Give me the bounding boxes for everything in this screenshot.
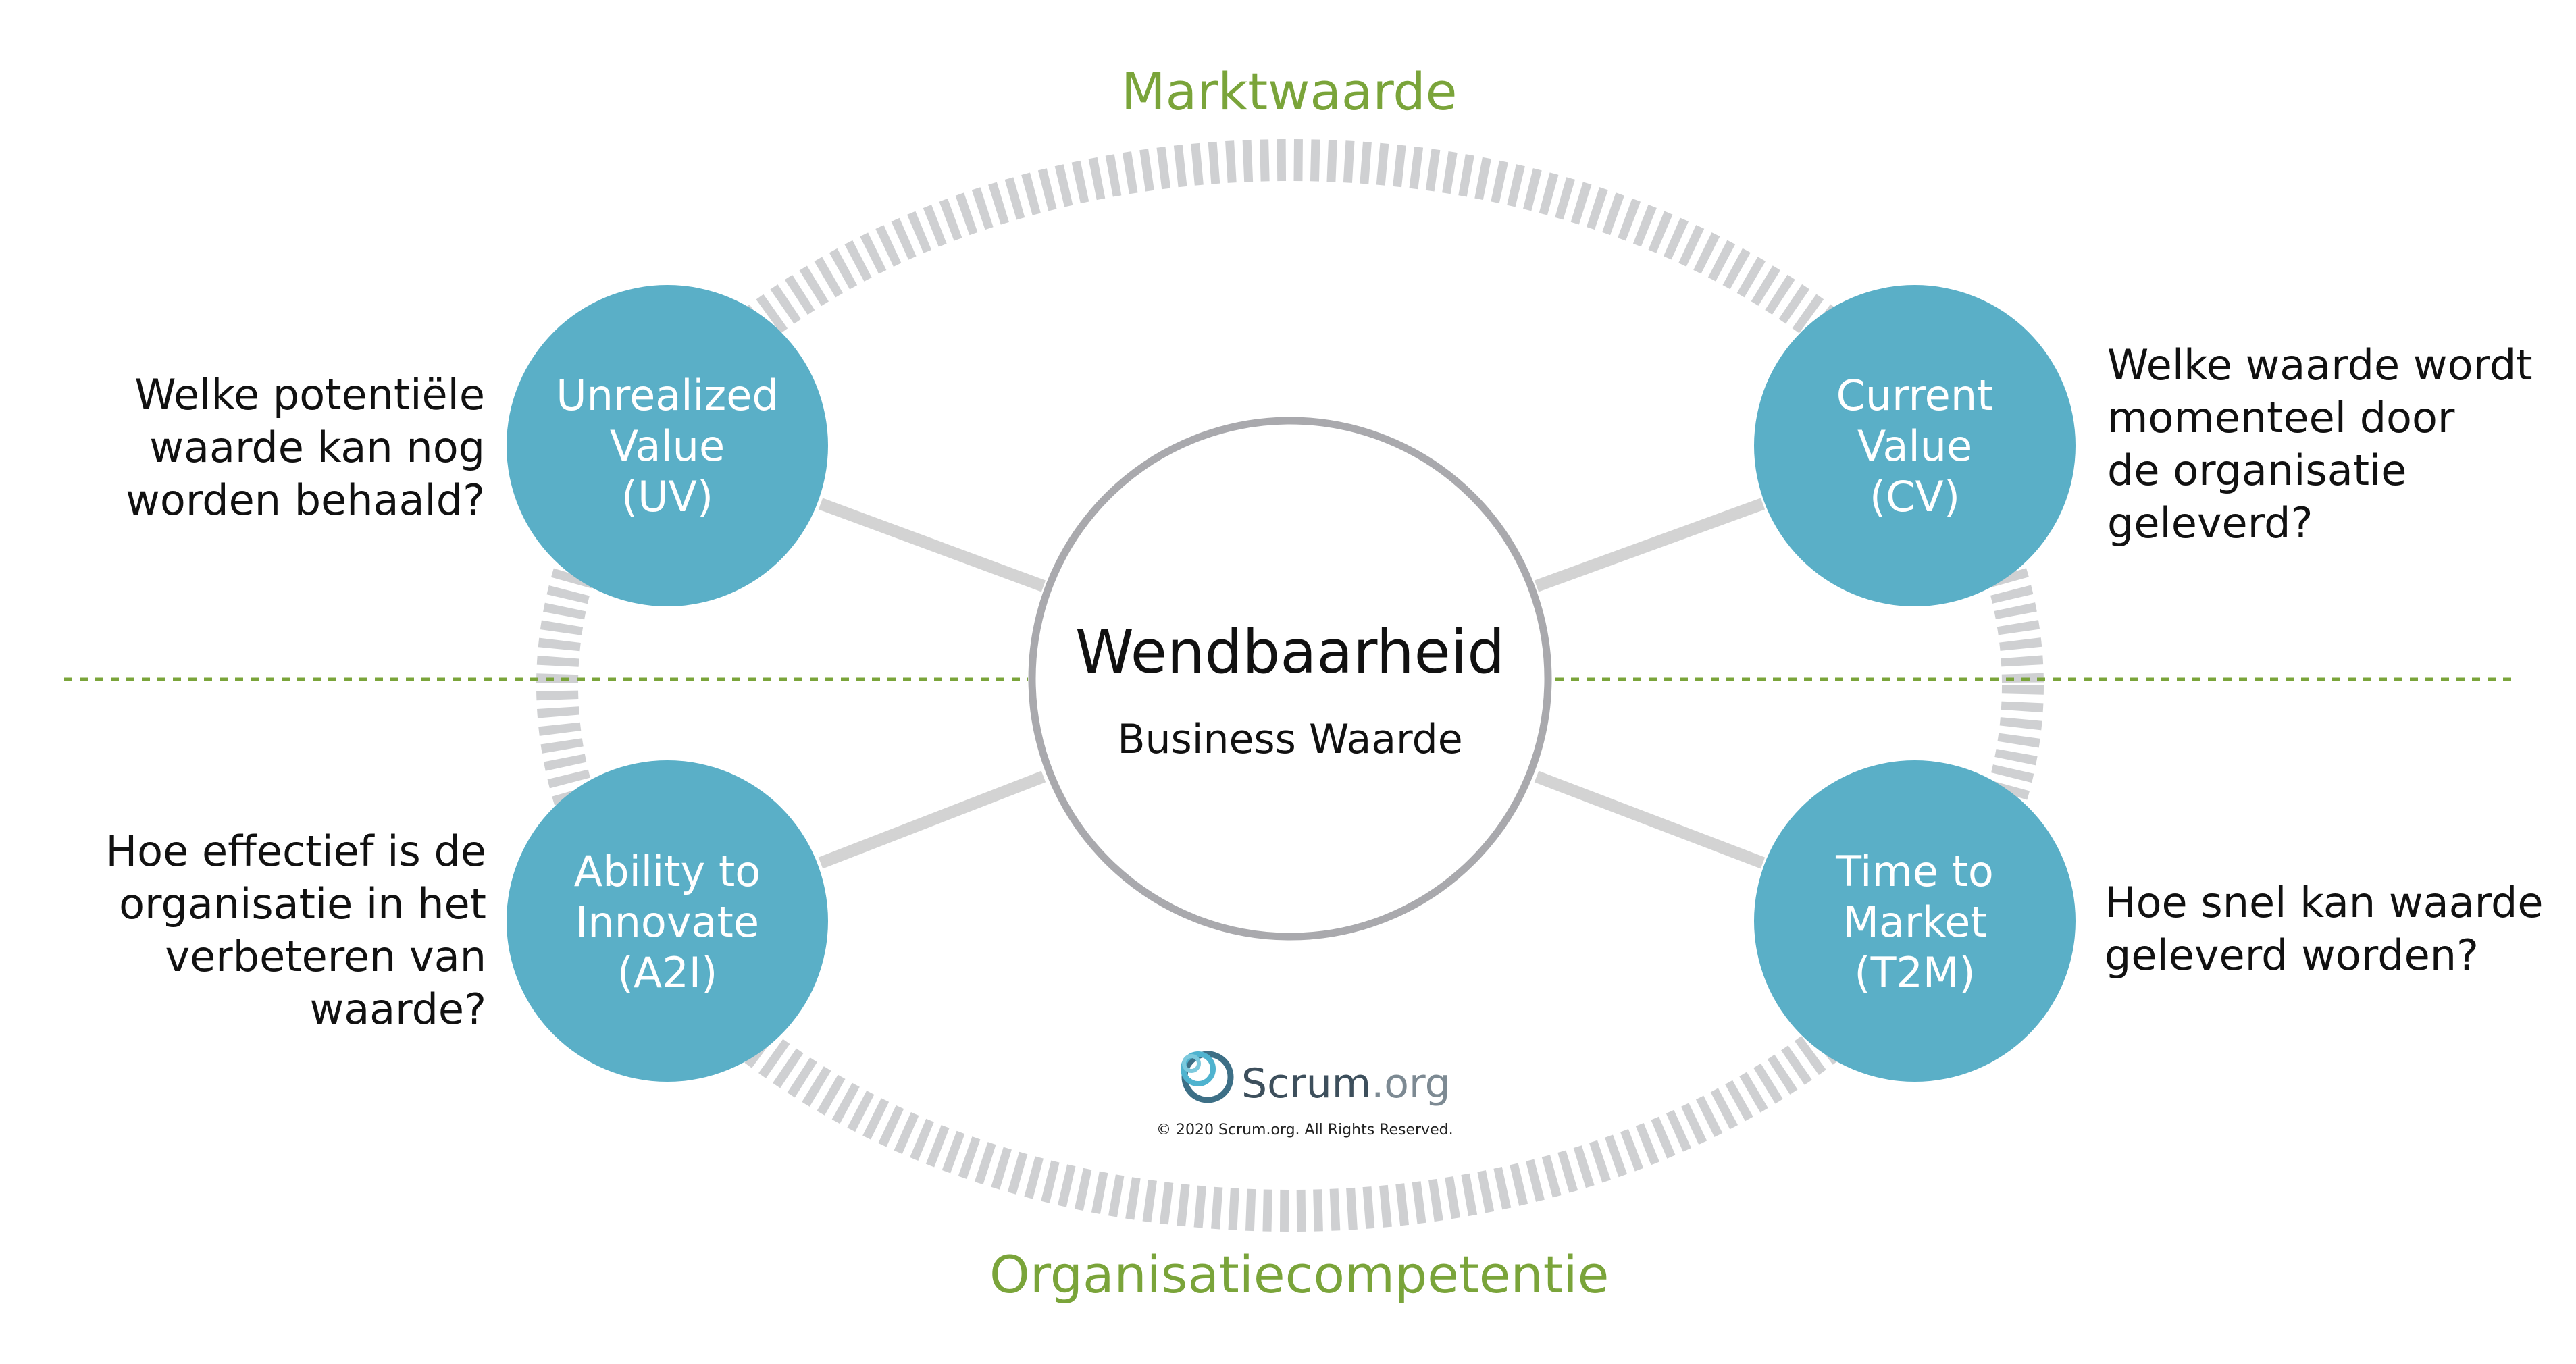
question-t2m: Hoe snel kan waarde geleverd worden? xyxy=(2105,878,2544,980)
node-label-uv: Unrealized Value (UV) xyxy=(556,371,779,521)
scrum-swirl-icon xyxy=(1181,1051,1234,1103)
connector-cv xyxy=(1534,498,1766,592)
question-uv: Welke potentiële waarde kan nog worden b… xyxy=(126,370,485,525)
node-label-cv: Current Value (CV) xyxy=(1836,371,1994,521)
outer-dashed-ring xyxy=(536,139,2044,1232)
center-circle xyxy=(1028,417,1552,941)
logo-name: Scrum xyxy=(1241,1060,1372,1107)
market-value-title: Marktwaarde xyxy=(1121,61,1458,122)
node-label-a2i: Ability to Innovate (A2I) xyxy=(573,847,761,997)
organisation-competence-title: Organisatiecompetentie xyxy=(989,1244,1609,1305)
center-title: Wendbaarheid xyxy=(1075,617,1505,687)
scrum-org-logo-text: Scrum.org xyxy=(1241,1064,1451,1104)
center-subtitle: Business Waarde xyxy=(1117,716,1463,763)
question-a2i: Hoe effectief is de organisatie in het v… xyxy=(105,827,486,1034)
node-circle-uv xyxy=(507,285,828,606)
node-circle-t2m xyxy=(1754,760,2076,1082)
logo-suffix: .org xyxy=(1371,1060,1451,1107)
connector-uv xyxy=(818,498,1046,592)
connector-t2m xyxy=(1534,770,1766,869)
connector-a2i xyxy=(818,770,1046,869)
node-label-t2m: Time to Market (T2M) xyxy=(1836,847,1994,997)
copyright-text: © 2020 Scrum.org. All Rights Reserved. xyxy=(1156,1122,1453,1138)
node-circle-a2i xyxy=(507,760,828,1082)
node-circle-cv xyxy=(1754,285,2076,606)
question-cv: Welke waarde wordt momenteel door de org… xyxy=(2107,340,2533,548)
